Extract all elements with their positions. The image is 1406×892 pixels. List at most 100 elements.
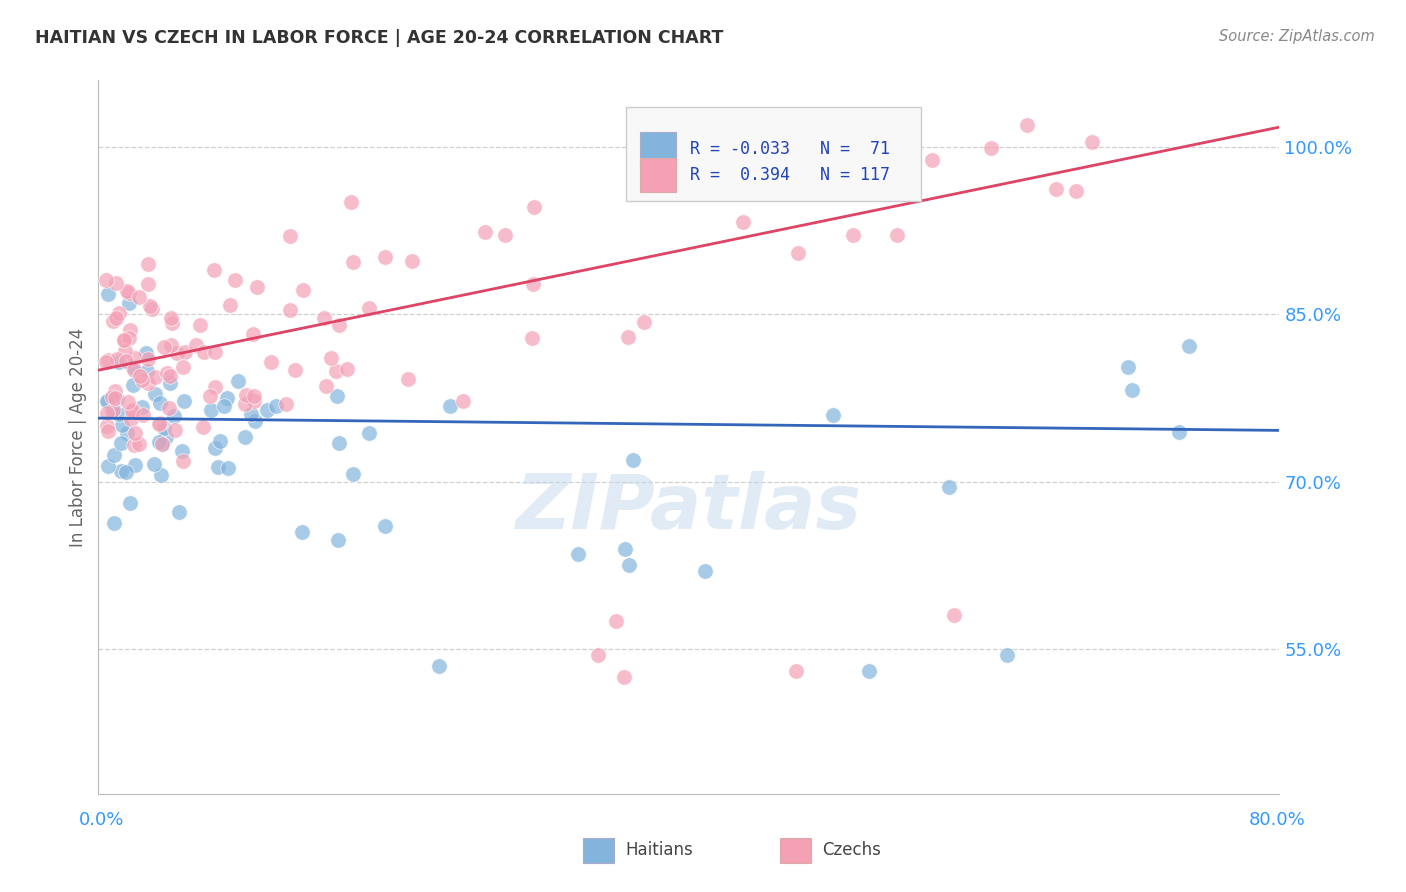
Point bbox=[567, 547, 589, 561]
Point bbox=[112, 333, 135, 347]
Text: 0.0%: 0.0% bbox=[79, 811, 124, 829]
Point bbox=[336, 361, 359, 376]
Point bbox=[621, 452, 644, 467]
Point bbox=[980, 141, 1002, 155]
Point bbox=[163, 409, 186, 424]
Point bbox=[605, 614, 627, 628]
Point bbox=[733, 215, 755, 229]
Point bbox=[124, 458, 146, 473]
Point bbox=[260, 355, 283, 369]
Point bbox=[326, 533, 349, 547]
Text: ZIPatlas: ZIPatlas bbox=[516, 472, 862, 545]
Point bbox=[111, 418, 134, 433]
Point bbox=[217, 461, 239, 475]
Point bbox=[104, 391, 127, 405]
Point bbox=[165, 424, 187, 438]
Point bbox=[108, 408, 131, 422]
Point bbox=[141, 302, 163, 317]
Point bbox=[586, 648, 609, 662]
Point bbox=[108, 306, 131, 320]
Point bbox=[96, 407, 118, 421]
Point bbox=[101, 403, 124, 417]
Point bbox=[613, 670, 636, 684]
Point bbox=[149, 467, 172, 482]
Point bbox=[105, 392, 128, 406]
Point bbox=[96, 394, 118, 409]
Point bbox=[921, 153, 943, 168]
Text: Czechs: Czechs bbox=[823, 841, 882, 859]
Point bbox=[995, 648, 1018, 662]
Point bbox=[115, 354, 138, 368]
Point bbox=[374, 250, 396, 264]
Point bbox=[115, 466, 138, 480]
Point bbox=[1386, 118, 1406, 132]
Point bbox=[166, 346, 188, 360]
Point bbox=[242, 327, 264, 342]
Point bbox=[278, 303, 301, 318]
Point bbox=[1121, 383, 1143, 397]
Point bbox=[202, 263, 225, 277]
Text: Source: ZipAtlas.com: Source: ZipAtlas.com bbox=[1219, 29, 1375, 45]
Point bbox=[451, 394, 474, 409]
Point bbox=[191, 420, 214, 434]
Point bbox=[131, 373, 153, 387]
Text: Haitians: Haitians bbox=[626, 841, 693, 859]
Point bbox=[136, 257, 159, 271]
Point bbox=[1177, 339, 1199, 353]
Point bbox=[357, 301, 380, 315]
Point bbox=[235, 388, 257, 402]
Point bbox=[208, 434, 231, 448]
Point bbox=[96, 419, 118, 434]
Point bbox=[136, 351, 159, 366]
Point bbox=[132, 408, 155, 422]
Point bbox=[110, 464, 132, 478]
Point bbox=[128, 437, 150, 451]
Point bbox=[105, 310, 128, 325]
Point bbox=[243, 393, 266, 408]
Point bbox=[224, 273, 246, 287]
Y-axis label: In Labor Force | Age 20-24: In Labor Force | Age 20-24 bbox=[69, 327, 87, 547]
Point bbox=[172, 443, 194, 458]
Point bbox=[159, 310, 181, 325]
Point bbox=[143, 458, 166, 472]
Point bbox=[842, 228, 865, 243]
Point bbox=[315, 378, 337, 392]
Point bbox=[160, 338, 183, 352]
Point bbox=[292, 283, 315, 297]
Point bbox=[613, 541, 636, 556]
Point bbox=[396, 371, 419, 385]
Point bbox=[103, 516, 125, 530]
Point bbox=[149, 396, 172, 410]
Point bbox=[129, 369, 152, 384]
Point bbox=[184, 337, 207, 351]
Point bbox=[217, 391, 239, 405]
Point bbox=[1081, 135, 1104, 149]
Point bbox=[112, 333, 135, 347]
Point bbox=[118, 296, 141, 310]
Point bbox=[97, 424, 120, 438]
Point bbox=[97, 459, 120, 474]
Point bbox=[101, 314, 124, 328]
Point bbox=[105, 277, 128, 291]
Point bbox=[193, 345, 215, 359]
Point bbox=[143, 370, 166, 384]
Point bbox=[155, 430, 177, 444]
Point bbox=[122, 378, 145, 392]
Point bbox=[117, 394, 139, 409]
Point bbox=[617, 558, 640, 573]
Point bbox=[233, 397, 256, 411]
Point bbox=[159, 369, 181, 384]
Point bbox=[1118, 360, 1140, 375]
Point bbox=[149, 416, 172, 430]
Point bbox=[785, 664, 807, 679]
Point bbox=[124, 438, 146, 452]
Point bbox=[103, 403, 125, 417]
Point bbox=[131, 400, 153, 414]
Point bbox=[200, 402, 222, 417]
Point bbox=[264, 399, 287, 413]
Point bbox=[226, 374, 249, 388]
Point bbox=[97, 287, 120, 301]
Text: R =  0.394   N = 117: R = 0.394 N = 117 bbox=[690, 166, 890, 184]
Point bbox=[204, 345, 226, 359]
Point bbox=[150, 437, 173, 451]
